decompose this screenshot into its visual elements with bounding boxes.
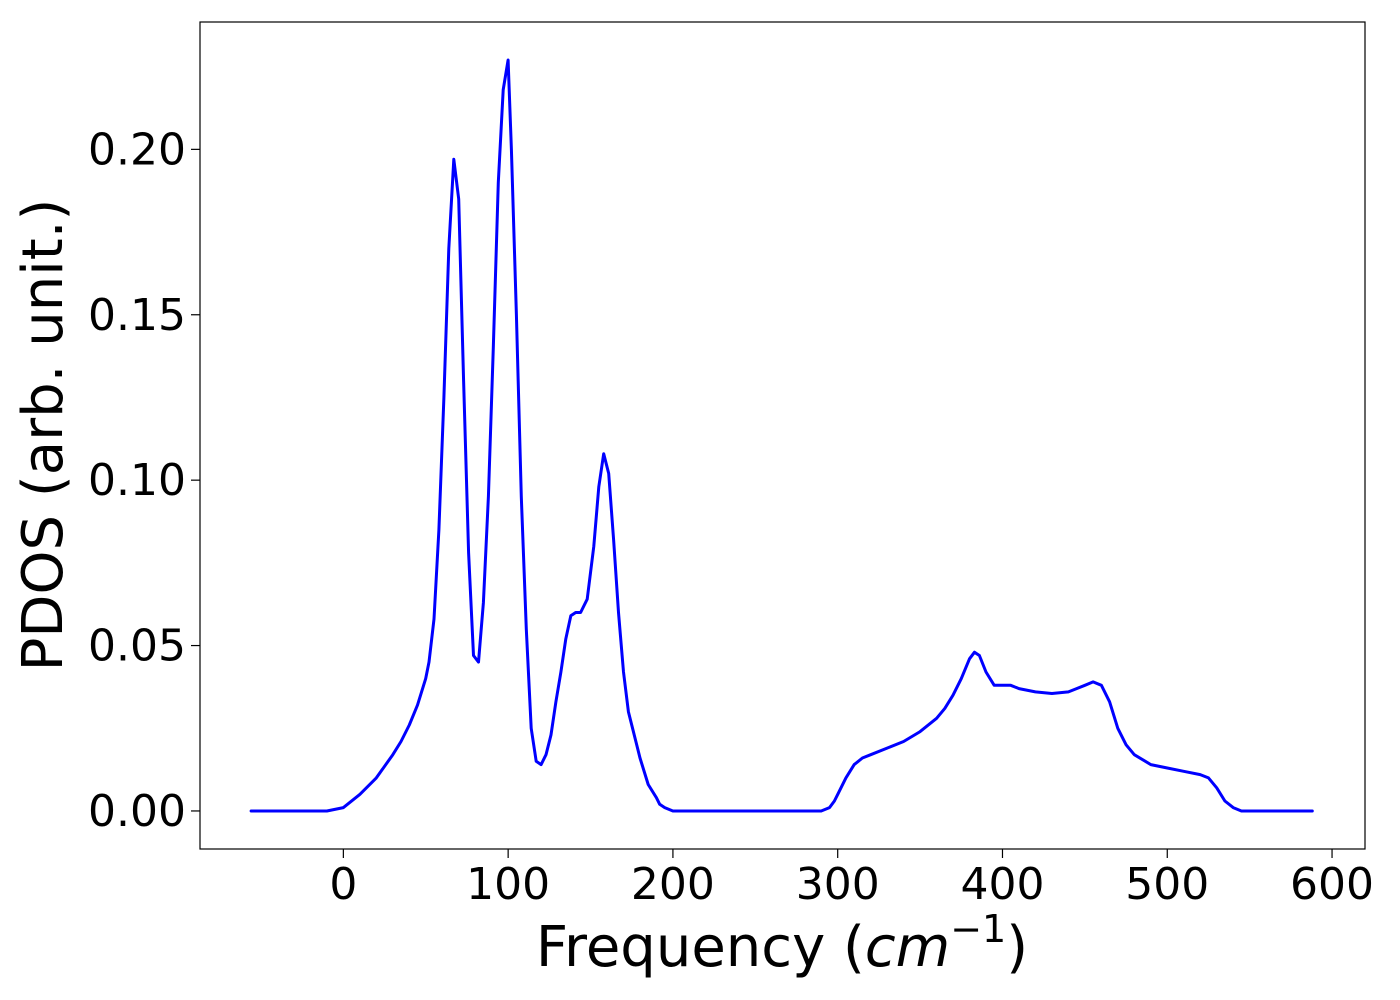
x-axis-label-paren-close: ) (1006, 915, 1028, 980)
x-tick-label: 500 (1125, 859, 1209, 910)
x-tick-marks (342, 849, 1333, 858)
x-tick-label: 0 (329, 859, 357, 910)
x-tick-label: 300 (796, 859, 880, 910)
y-tick-label: 0.20 (88, 124, 186, 175)
x-tick-labels: 0 100 200 300 400 500 600 (329, 859, 1374, 910)
x-axis-label-unit-base: cm (865, 915, 950, 980)
y-tick-label: 0.00 (88, 786, 186, 837)
x-tick-label: 200 (631, 859, 715, 910)
plot-frame (199, 21, 1366, 850)
x-tick-label: 100 (466, 859, 550, 910)
y-tick-label: 0.10 (88, 455, 186, 506)
x-axis-label-paren-open: ( (825, 915, 865, 980)
y-tick-marks (191, 148, 200, 812)
x-axis-label: Frequency (cm−1) (536, 907, 1028, 980)
pdos-line (249, 58, 1314, 813)
x-tick-label: 600 (1290, 859, 1374, 910)
x-axis-label-text: Frequency (536, 915, 825, 980)
y-axis-label: PDOS (arb. unit.) (11, 199, 76, 672)
y-tick-labels: 0.00 0.05 0.10 0.15 0.20 (88, 124, 186, 837)
y-tick-label: 0.15 (88, 290, 186, 341)
x-tick-label: 400 (960, 859, 1044, 910)
series-layer (249, 58, 1314, 813)
y-tick-label: 0.05 (88, 621, 186, 672)
x-axis-label-unit-exp: −1 (950, 907, 1006, 951)
